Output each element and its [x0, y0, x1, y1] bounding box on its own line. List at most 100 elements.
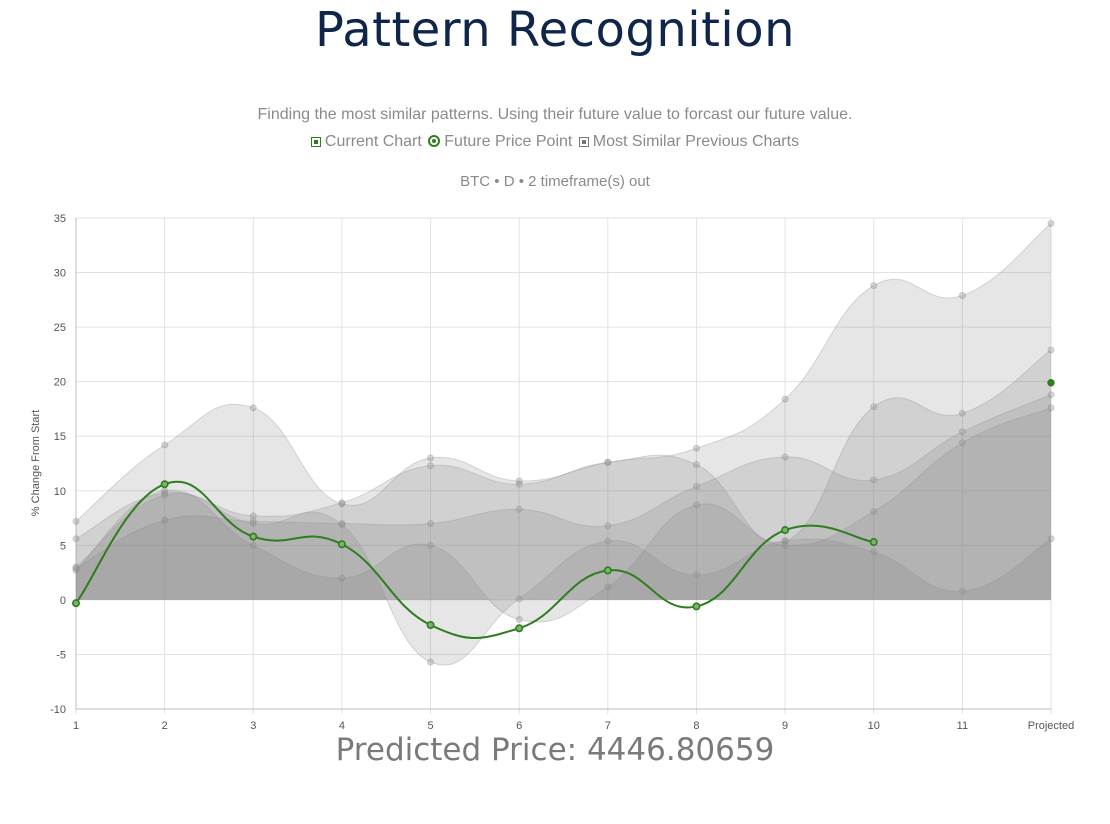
similar-series-point [870, 508, 878, 516]
y-tick-label: 15 [54, 431, 66, 443]
y-tick-label: 30 [54, 268, 66, 280]
similar-series-line [75, 492, 1052, 666]
current-series-point [337, 540, 346, 549]
y-tick-label: -10 [50, 704, 66, 716]
x-tick-label: 2 [162, 720, 168, 732]
legend-item-similar[interactable]: Most Similar Previous Charts [578, 133, 800, 151]
similar-series-point [338, 500, 346, 508]
current-series-point [692, 602, 701, 611]
legend-label-current: Current Chart [324, 133, 422, 150]
similar-series-point [958, 439, 966, 447]
similar-series-point [427, 520, 435, 528]
x-tick-label: Projected [1028, 720, 1074, 732]
current-series-point [249, 532, 258, 541]
x-tick-label: 1 [73, 720, 79, 732]
legend-label-future: Future Price Point [444, 133, 573, 150]
similar-series-point [338, 499, 346, 507]
x-tick-label: 5 [427, 720, 433, 732]
similar-series-point [870, 403, 878, 411]
x-tick-label: 8 [693, 720, 699, 732]
similar-series-point [604, 583, 612, 591]
similar-series-point [515, 616, 523, 624]
similar-series-point [604, 458, 612, 466]
similar-series-point [958, 291, 966, 299]
y-tick-label: 25 [54, 322, 66, 334]
x-tick-label: 9 [782, 720, 788, 732]
similar-series-point [781, 453, 789, 461]
legend-label-similar: Most Similar Previous Charts [592, 133, 800, 150]
current-series-point [72, 599, 81, 608]
chart-legend: Current Chart Future Price Point Most Si… [0, 133, 1110, 151]
similar-series-point [1047, 535, 1055, 543]
similar-series-point [161, 516, 169, 524]
square-icon [310, 137, 321, 147]
current-series-point [781, 526, 790, 535]
similar-series-point [338, 520, 346, 528]
similar-series-point [692, 461, 700, 469]
current-series-point [869, 538, 878, 547]
similar-series-point [692, 482, 700, 490]
pattern-chart: 35 30 25 20 15 10 5 0 -5 -10 1 2 3 4 5 6 7 8 9 10 11 Projecte… [50, 213, 1074, 732]
similar-series-point [338, 521, 346, 529]
similar-series-point [249, 541, 257, 549]
similar-series-point [161, 489, 169, 497]
legend-item-current[interactable]: Current Chart [310, 133, 422, 151]
similar-series-point [72, 566, 80, 574]
similar-series-point [781, 541, 789, 549]
similar-series-point [338, 574, 346, 582]
similar-series-point [1047, 219, 1055, 227]
similar-series-point [1047, 404, 1055, 412]
square-icon [578, 137, 589, 147]
similar-series-point [72, 535, 80, 543]
x-tick-label: 10 [868, 720, 880, 732]
y-tick-label: 10 [54, 486, 66, 498]
x-tick-label: 3 [250, 720, 256, 732]
similar-series-point [161, 491, 169, 499]
similar-series-point [870, 548, 878, 556]
similar-series-point [1047, 391, 1055, 399]
future-price-point [1047, 379, 1055, 387]
similar-series-line [75, 394, 1052, 569]
similar-series-point [427, 454, 435, 462]
current-series-line [75, 480, 874, 640]
similar-series-point [958, 409, 966, 417]
similar-series-point [692, 501, 700, 509]
current-series-point [426, 620, 435, 629]
similar-series-point [72, 563, 80, 571]
similar-series-point [249, 512, 257, 520]
y-tick-label: 20 [54, 377, 66, 389]
similar-series-point [958, 587, 966, 595]
legend-item-future[interactable]: Future Price Point [428, 133, 572, 151]
similar-series-point [515, 477, 523, 485]
predicted-price: Predicted Price: 4446.80659 [335, 732, 775, 768]
similar-series-point [249, 404, 257, 412]
similar-series-point [604, 537, 612, 545]
similar-series-point [427, 541, 435, 549]
circle-icon [428, 135, 441, 147]
similar-series-area [76, 223, 1051, 600]
similar-series-point [604, 458, 612, 466]
similar-series-point [161, 441, 169, 449]
similar-series-point [692, 571, 700, 579]
similar-series-point [604, 522, 612, 530]
current-series-point [160, 480, 169, 489]
similar-series-point [958, 428, 966, 436]
x-tick-label: 6 [516, 720, 522, 732]
similar-series-point [249, 517, 257, 525]
similar-series-point [870, 476, 878, 484]
similar-series-line [75, 223, 1052, 522]
x-tick-label: 4 [339, 720, 345, 732]
similar-series-line [75, 349, 1052, 543]
chart-subtitle: Finding the most similar patterns. Using… [257, 106, 853, 123]
similar-series-point [515, 595, 523, 603]
x-tick-label: 7 [605, 720, 611, 732]
current-series-point [515, 624, 524, 633]
page-title: Pattern Recognition [314, 2, 796, 58]
similar-series-point [692, 444, 700, 452]
y-tick-label: 35 [54, 213, 66, 225]
similar-series-point [249, 520, 257, 528]
y-tick-label: 0 [60, 595, 66, 607]
similar-series-point [515, 505, 523, 513]
similar-series-point [781, 537, 789, 545]
similar-series-point [781, 395, 789, 403]
